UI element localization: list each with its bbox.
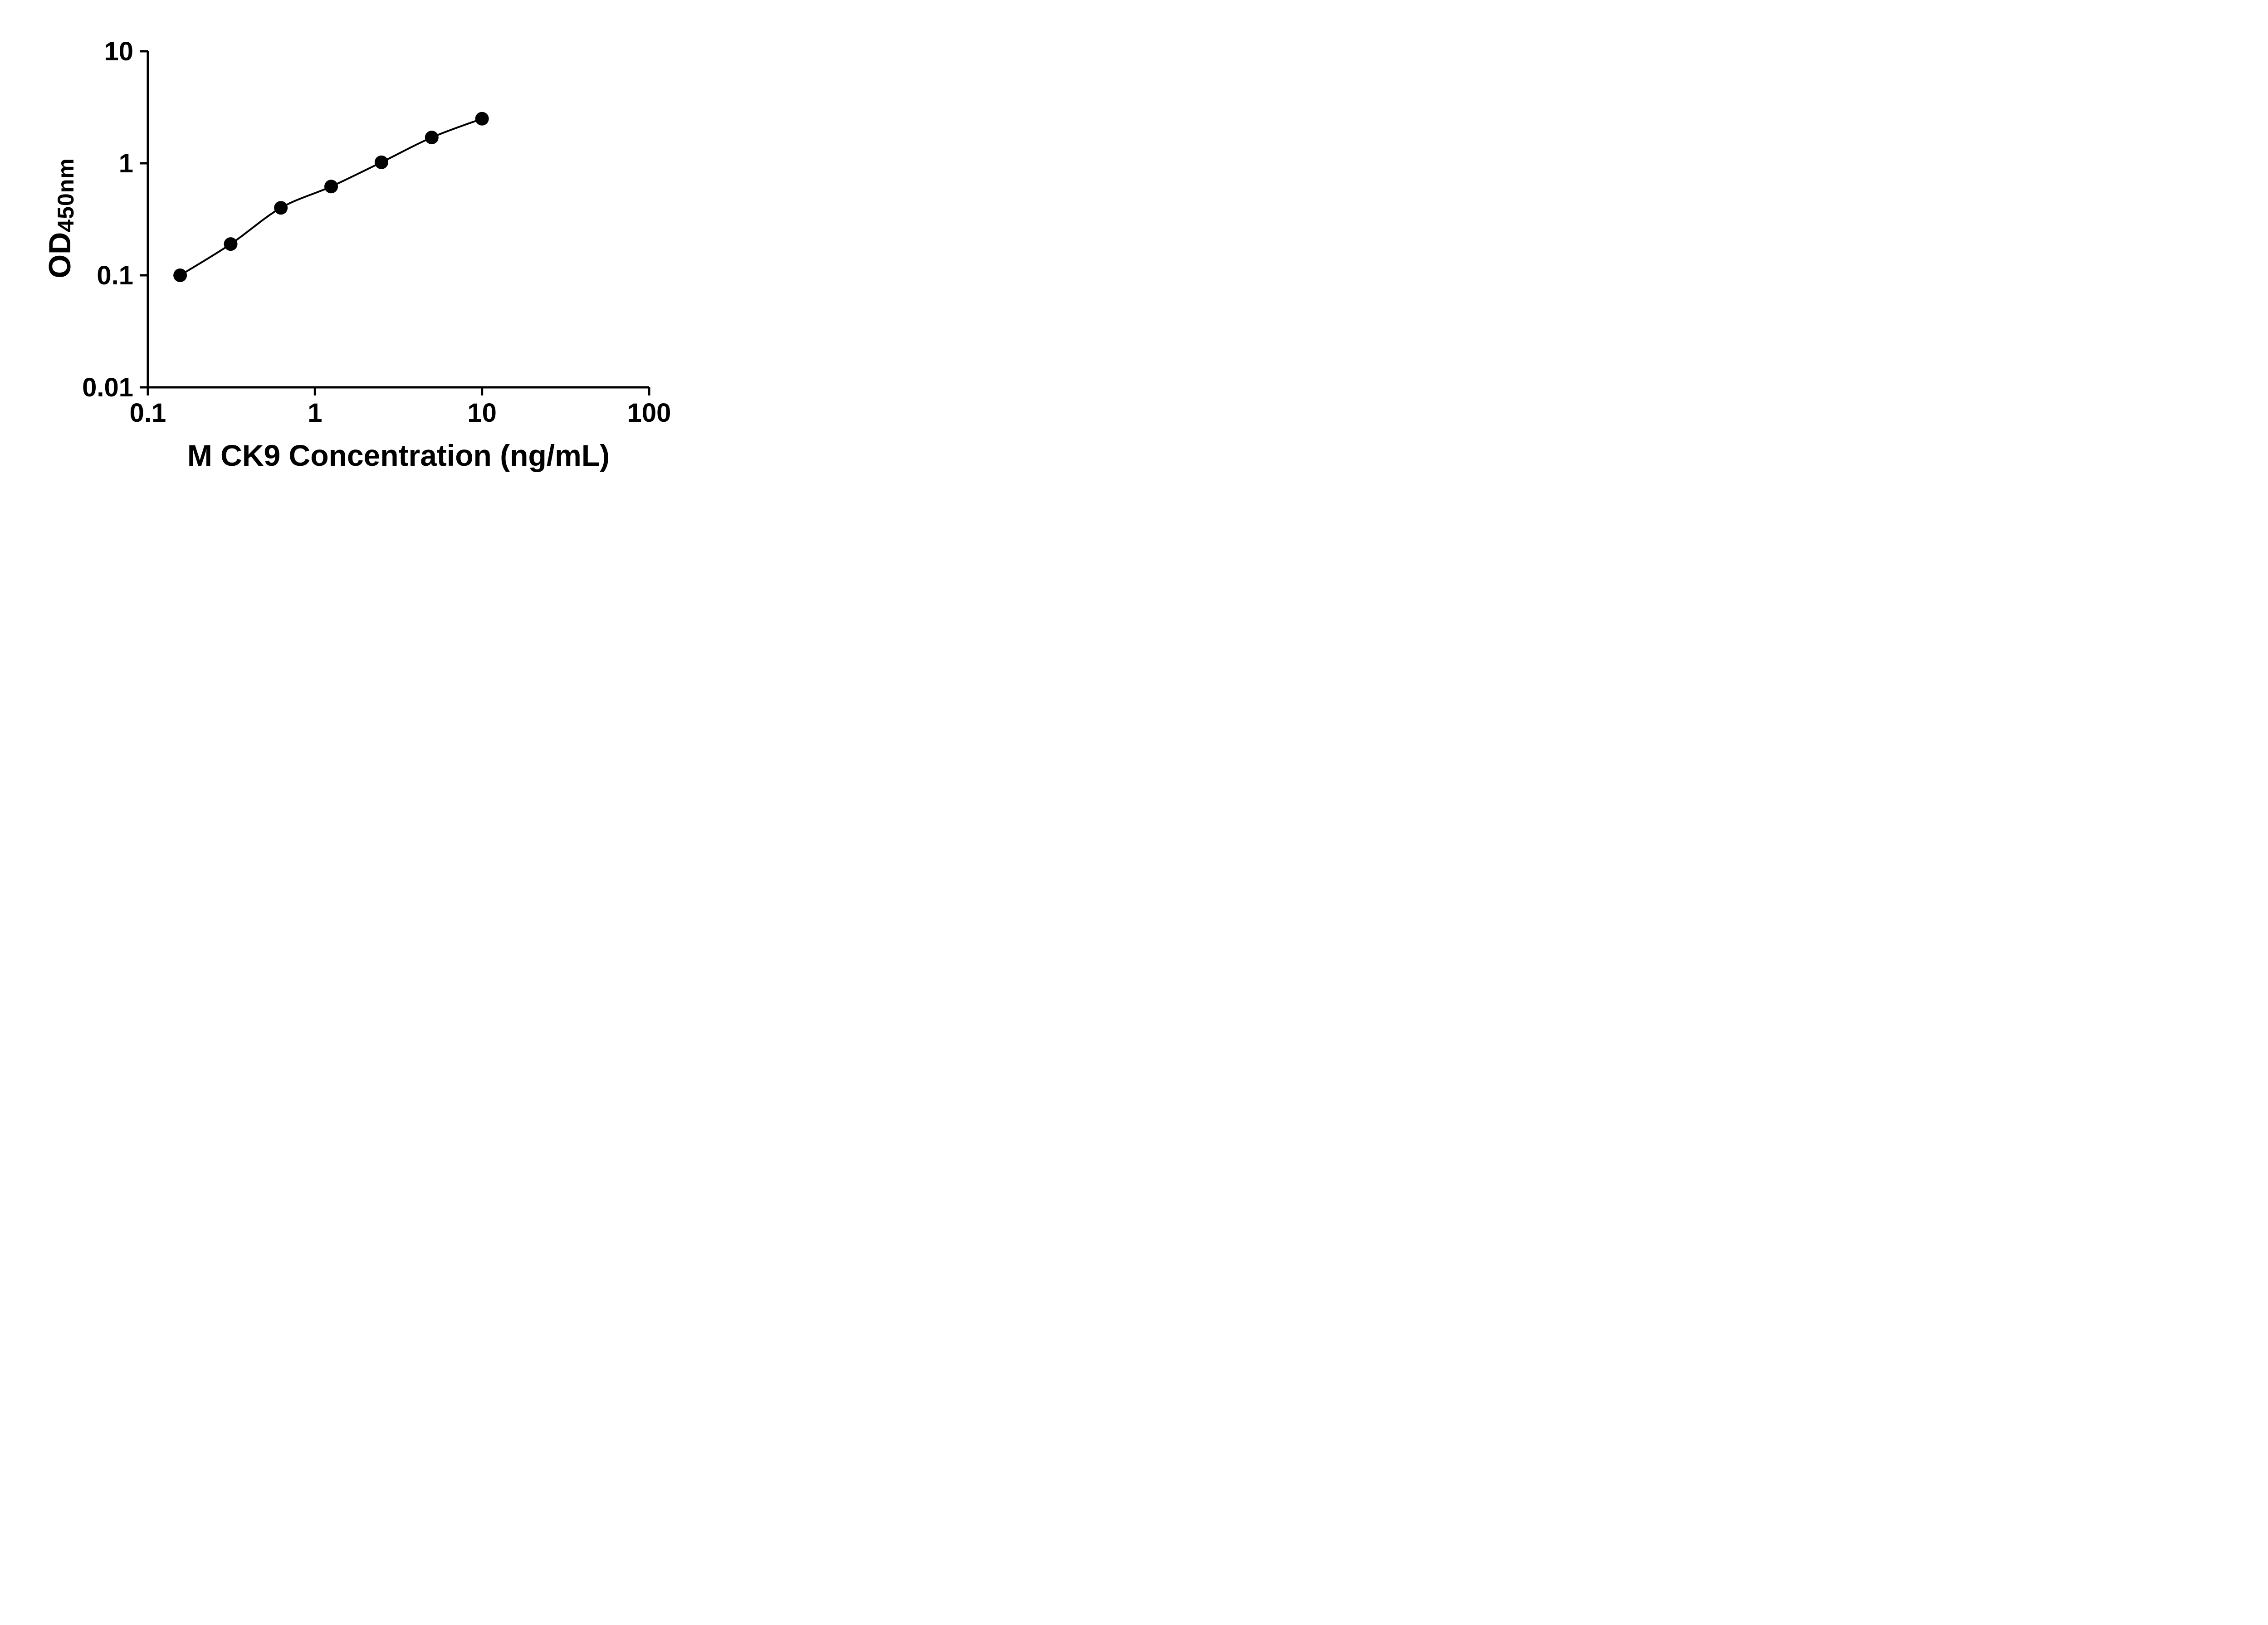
data-point xyxy=(324,180,338,194)
data-point xyxy=(274,201,288,215)
standard-curve-line xyxy=(180,117,483,276)
elisa-standard-curve-figure: 0.1 1 10 100 0.01 0.1 1 10 M CK9 Concentration … xyxy=(18,7,719,498)
data-point xyxy=(224,237,238,251)
y-tick-label: 10 xyxy=(104,37,133,66)
data-point xyxy=(475,112,489,126)
x-tick-label: 100 xyxy=(627,398,671,428)
y-tick-label: 0.01 xyxy=(82,373,133,402)
y-tick-label: 0.1 xyxy=(97,261,133,290)
data-point xyxy=(173,268,187,282)
y-tick-label: 1 xyxy=(119,149,133,178)
y-axis-title-subscript: 450nm xyxy=(53,158,78,232)
data-point xyxy=(425,131,439,145)
x-tick-label: 1 xyxy=(308,398,322,428)
y-axis-title: OD450nm xyxy=(43,158,78,278)
y-axis-title-main: OD xyxy=(43,232,77,278)
x-axis-title: M CK9 Concentration (ng/mL) xyxy=(187,439,610,472)
data-point xyxy=(374,155,388,169)
x-tick-label: 10 xyxy=(467,398,497,428)
x-tick-label: 0.1 xyxy=(130,398,166,428)
axes xyxy=(147,51,649,389)
